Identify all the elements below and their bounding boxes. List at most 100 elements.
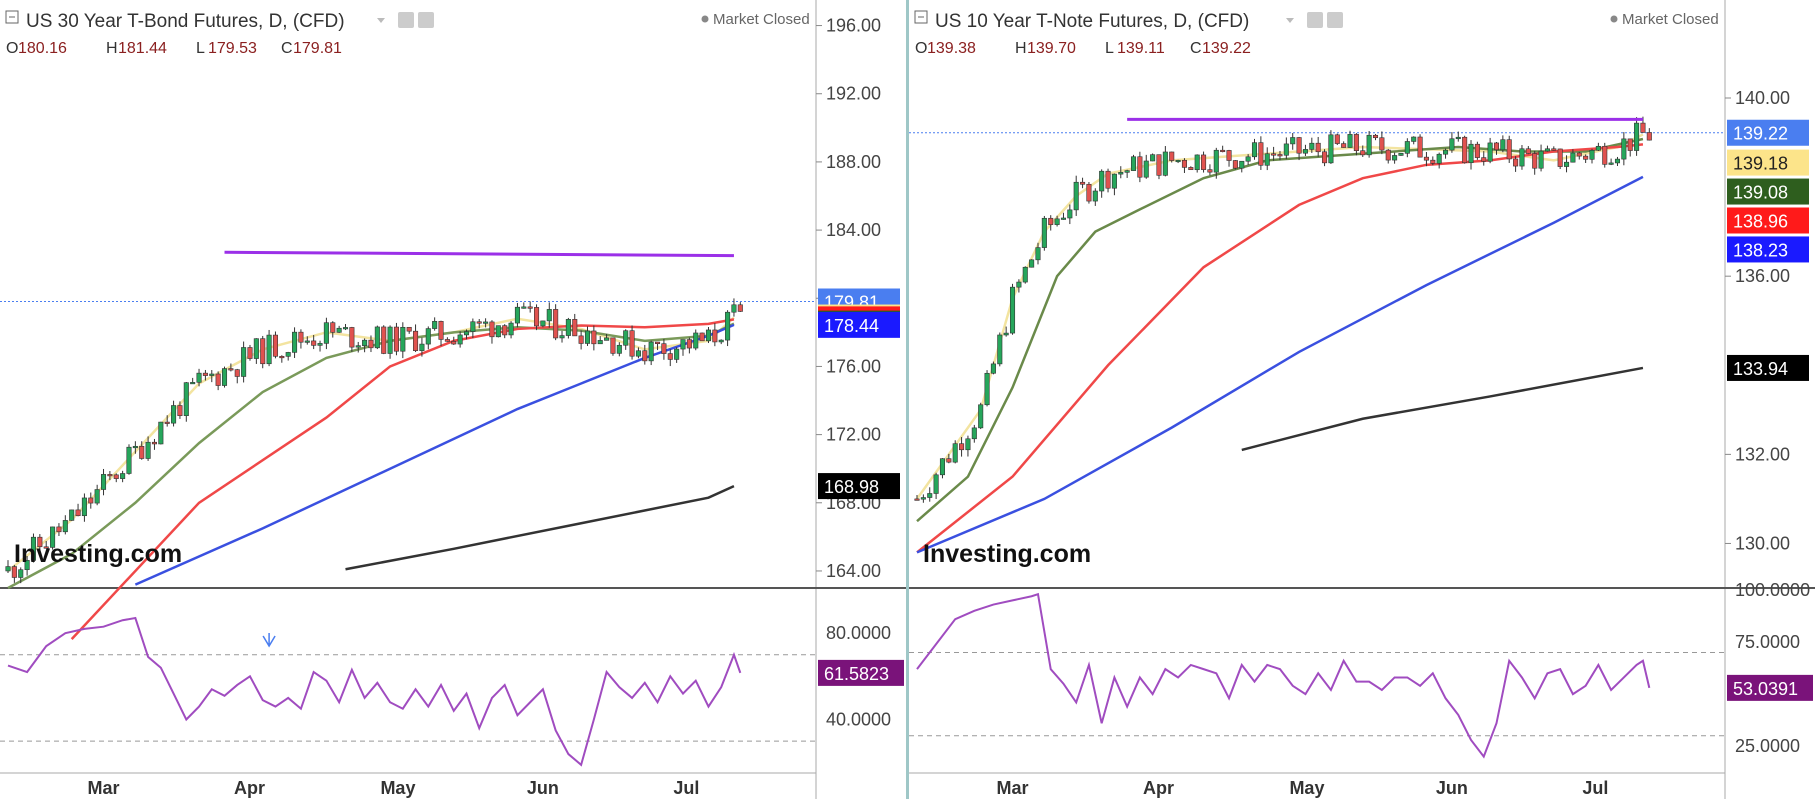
candle[interactable]: [451, 341, 457, 345]
candle[interactable]: [139, 445, 145, 459]
collapse-icon[interactable]: [5, 10, 19, 24]
candle[interactable]: [1640, 122, 1646, 133]
collapse-icon[interactable]: [914, 10, 928, 24]
candle[interactable]: [202, 372, 208, 376]
candle[interactable]: [1627, 138, 1633, 151]
candle[interactable]: [591, 330, 597, 345]
candle[interactable]: [5, 566, 11, 572]
candle[interactable]: [1105, 170, 1111, 189]
candle[interactable]: [285, 352, 291, 357]
candle[interactable]: [1099, 170, 1105, 192]
candle[interactable]: [1048, 217, 1054, 225]
candle[interactable]: [37, 536, 43, 548]
candle[interactable]: [1124, 170, 1130, 173]
candle[interactable]: [1532, 153, 1538, 169]
candle[interactable]: [1436, 153, 1442, 164]
candle[interactable]: [1334, 134, 1340, 144]
candle[interactable]: [311, 340, 317, 346]
candle[interactable]: [572, 319, 578, 337]
candle[interactable]: [1035, 247, 1041, 261]
candle[interactable]: [1258, 142, 1264, 166]
candle[interactable]: [559, 335, 565, 339]
candle[interactable]: [693, 332, 699, 349]
candle[interactable]: [381, 326, 387, 354]
candle[interactable]: [476, 321, 482, 324]
camera-icon[interactable]: [1307, 12, 1323, 28]
candle[interactable]: [1513, 158, 1519, 167]
candle[interactable]: [1487, 142, 1493, 162]
candle[interactable]: [946, 458, 952, 463]
candle[interactable]: [1080, 181, 1086, 185]
candle[interactable]: [75, 509, 81, 517]
candle[interactable]: [183, 382, 189, 416]
candle[interactable]: [1366, 134, 1372, 156]
candle[interactable]: [737, 304, 743, 312]
candle[interactable]: [959, 443, 965, 451]
candle[interactable]: [1621, 138, 1627, 160]
candle[interactable]: [132, 445, 138, 449]
candle[interactable]: [705, 329, 712, 342]
candle[interactable]: [483, 321, 489, 324]
candle[interactable]: [247, 347, 253, 359]
settings-icon[interactable]: [1327, 12, 1343, 28]
candle[interactable]: [1519, 148, 1525, 167]
dropdown-icon[interactable]: [377, 18, 385, 23]
candle[interactable]: [495, 325, 501, 338]
candle[interactable]: [655, 341, 661, 344]
candle[interactable]: [1201, 154, 1207, 170]
candle[interactable]: [527, 306, 533, 309]
candle[interactable]: [1557, 148, 1563, 167]
candle[interactable]: [1290, 137, 1296, 145]
candle[interactable]: [1016, 281, 1022, 288]
candle[interactable]: [939, 458, 946, 476]
candle[interactable]: [158, 421, 164, 445]
candle[interactable]: [69, 509, 75, 521]
camera-icon[interactable]: [398, 12, 414, 28]
candle[interactable]: [1226, 150, 1232, 161]
candle[interactable]: [1245, 156, 1251, 162]
candle[interactable]: [177, 405, 183, 416]
candle[interactable]: [1481, 157, 1487, 162]
candle[interactable]: [997, 334, 1003, 365]
candle[interactable]: [215, 373, 221, 386]
candle[interactable]: [413, 330, 419, 351]
candle[interactable]: [648, 341, 654, 362]
candle[interactable]: [1411, 136, 1417, 142]
candle[interactable]: [610, 337, 616, 354]
candle[interactable]: [1181, 159, 1187, 168]
candle[interactable]: [1022, 266, 1028, 283]
chart-panel-right[interactable]: 140.00 136.00 132.00 130.00 139.22 139.18 139.…: [909, 0, 1815, 799]
candle[interactable]: [113, 474, 119, 479]
candle[interactable]: [18, 569, 24, 578]
candle[interactable]: [584, 330, 591, 344]
candle[interactable]: [1385, 149, 1391, 161]
candle[interactable]: [317, 343, 323, 346]
candle[interactable]: [1143, 160, 1149, 178]
candle[interactable]: [1583, 155, 1589, 160]
candle[interactable]: [463, 331, 470, 336]
candle[interactable]: [126, 446, 132, 474]
candle[interactable]: [43, 546, 49, 549]
candle[interactable]: [1194, 154, 1200, 171]
candle[interactable]: [336, 327, 342, 333]
candle[interactable]: [1003, 332, 1009, 336]
candle[interactable]: [604, 337, 610, 341]
candle[interactable]: [521, 306, 527, 309]
candle[interactable]: [1602, 145, 1608, 165]
candle[interactable]: [387, 326, 393, 354]
candle[interactable]: [1283, 143, 1289, 156]
candle[interactable]: [1353, 134, 1359, 152]
candle[interactable]: [1423, 156, 1429, 161]
candle[interactable]: [368, 339, 374, 349]
candle[interactable]: [1271, 153, 1277, 156]
candle[interactable]: [56, 526, 62, 533]
candle[interactable]: [1092, 190, 1098, 202]
candle[interactable]: [1150, 154, 1156, 162]
candle[interactable]: [164, 421, 170, 424]
candle[interactable]: [1111, 173, 1117, 189]
candle[interactable]: [432, 321, 438, 329]
candle[interactable]: [978, 404, 984, 429]
candle[interactable]: [731, 304, 737, 313]
candle[interactable]: [680, 339, 686, 350]
candle[interactable]: [667, 353, 673, 360]
